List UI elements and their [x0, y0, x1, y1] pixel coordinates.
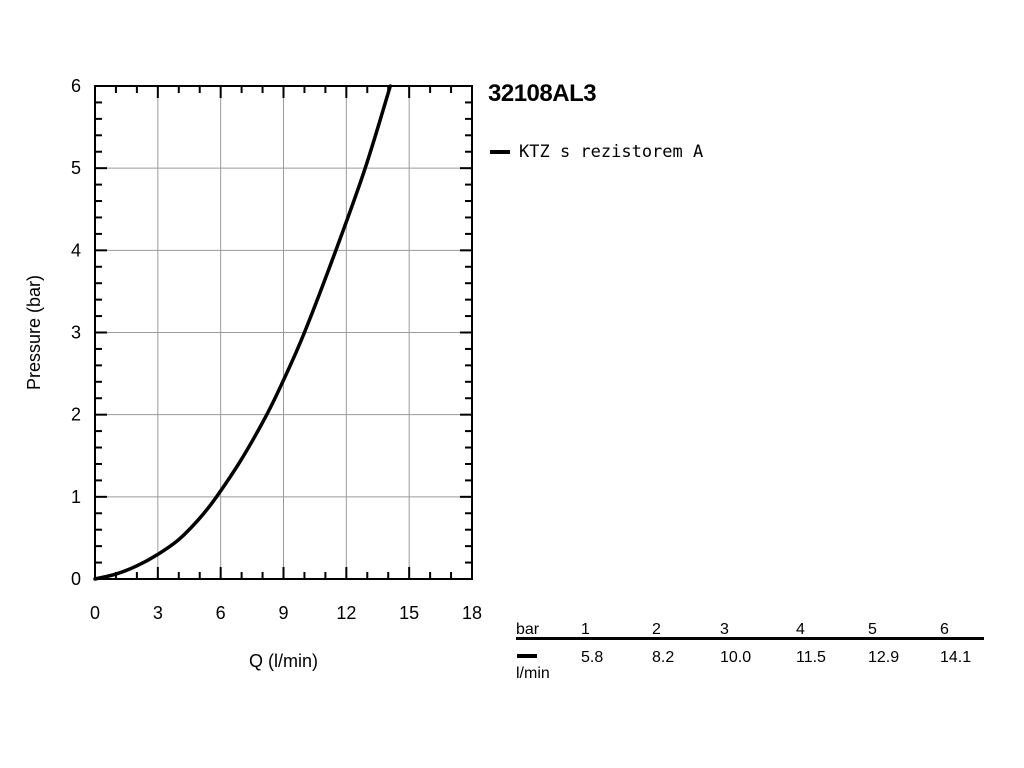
x-tick-label: 18 — [462, 603, 482, 623]
table-row-header: bar — [516, 621, 540, 638]
y-tick-label: 0 — [71, 569, 81, 589]
table-unit-label: l/min — [516, 665, 550, 682]
table-series-swatch — [517, 654, 537, 658]
legend-swatch — [490, 150, 510, 154]
y-tick-label: 1 — [71, 487, 81, 507]
table-col-header: 2 — [652, 621, 661, 638]
x-tick-label: 6 — [216, 603, 226, 623]
table-col-header: 1 — [581, 621, 590, 638]
table-cell: 12.9 — [868, 649, 900, 666]
plot-frame — [94, 85, 473, 580]
y-tick-label: 3 — [71, 323, 81, 343]
y-tick-label: 2 — [71, 405, 81, 425]
x-tick-label: 15 — [399, 603, 419, 623]
table-cell: 14.1 — [940, 649, 972, 666]
table-cell: 5.8 — [581, 649, 604, 666]
table-cell: 8.2 — [652, 649, 675, 666]
chart-title: 32108AL3 — [488, 80, 597, 107]
x-tick-label: 12 — [336, 603, 356, 623]
x-axis-title: Q (l/min) — [249, 651, 318, 671]
y-tick-label: 6 — [71, 76, 81, 96]
y-tick-label: 4 — [71, 240, 81, 260]
x-tick-label: 9 — [278, 603, 288, 623]
x-tick-label: 3 — [153, 603, 163, 623]
legend: KTZ s rezistorem A — [490, 142, 703, 162]
table-cell: 11.5 — [796, 649, 826, 666]
table-col-header: 3 — [720, 621, 729, 638]
y-tick-label: 5 — [71, 158, 81, 178]
table-col-header: 6 — [940, 621, 949, 638]
table-col-header: 4 — [796, 621, 805, 638]
y-axis-title: Pressure (bar) — [24, 275, 44, 390]
x-tick-label: 0 — [90, 603, 100, 623]
legend-label: KTZ s rezistorem A — [519, 142, 704, 162]
table-col-header: 5 — [868, 621, 877, 638]
table-cell: 10.0 — [720, 649, 752, 666]
table-rule — [516, 637, 984, 640]
series-line — [93, 84, 393, 581]
